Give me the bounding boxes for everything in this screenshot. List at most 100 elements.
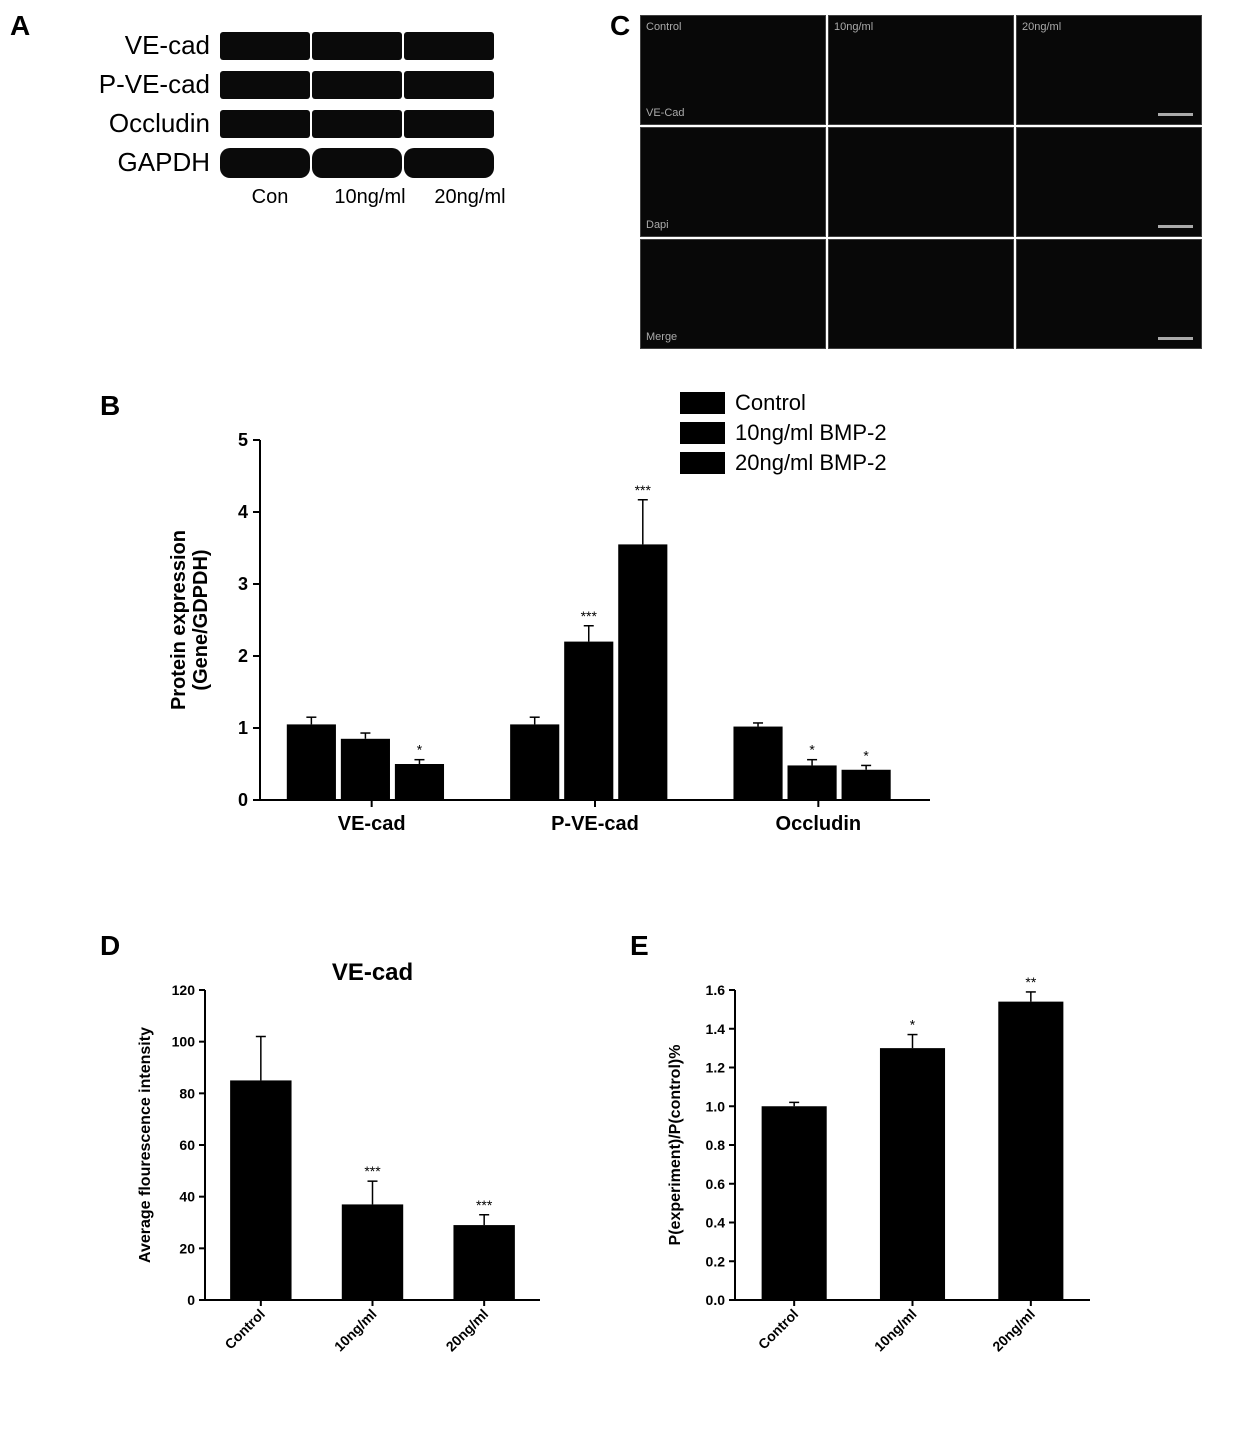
bar [618, 544, 667, 800]
svg-text:120: 120 [172, 982, 196, 998]
svg-text:*: * [863, 747, 869, 763]
svg-text:VE-cad: VE-cad [332, 959, 413, 986]
svg-text:*: * [809, 742, 815, 758]
microscopy-image: Dapi [640, 127, 826, 237]
blot-condition-label: 10ng/ml [330, 186, 410, 209]
svg-text:20ng/ml: 20ng/ml [989, 1306, 1038, 1355]
microscopy-row-label: Merge [646, 331, 677, 343]
blot-band [312, 32, 402, 60]
blot-row-label: GAPDH [75, 147, 220, 178]
microscopy-image [1016, 127, 1202, 237]
svg-text:100: 100 [172, 1034, 196, 1050]
microscopy-image [828, 239, 1014, 349]
fluorescence-intensity-chart: 0 20 40 60 80 100 120 Average flourescence inte… [130, 950, 560, 1390]
svg-text:3: 3 [238, 574, 248, 594]
blot-band [312, 110, 402, 138]
svg-text:10ng/ml: 10ng/ml [331, 1306, 380, 1355]
svg-text:1.2: 1.2 [706, 1060, 726, 1076]
bar [762, 1106, 827, 1300]
bar [341, 739, 390, 800]
bar [880, 1048, 945, 1300]
blot-band [220, 71, 310, 99]
svg-text:P(experiment)/P(control)%: P(experiment)/P(control)% [667, 1045, 684, 1246]
blot-band [404, 71, 494, 99]
blot-band [404, 110, 494, 138]
panel-b-label: B [100, 390, 120, 422]
western-blot-panel: VE-cad P-VE-cad Occludin GAPDH Con 10ng/ml 20… [75, 30, 510, 209]
panel-d-label: D [100, 930, 120, 962]
panel-a-label: A [10, 10, 30, 42]
legend-item: Control [680, 390, 887, 416]
bar [230, 1080, 291, 1300]
microscopy-image: Control VE-Cad [640, 15, 826, 125]
svg-text:**: ** [1025, 974, 1036, 990]
svg-text:0: 0 [187, 1292, 195, 1308]
svg-text:***: *** [476, 1197, 493, 1213]
blot-row: GAPDH [75, 147, 510, 178]
blot-row-label: P-VE-cad [75, 69, 220, 100]
svg-text:***: *** [581, 608, 598, 624]
bar [287, 724, 336, 800]
svg-text:Control: Control [221, 1306, 268, 1353]
panel-c-label: C [610, 10, 630, 42]
bar [998, 1002, 1063, 1300]
microscopy-col-label: 20ng/ml [1022, 21, 1061, 33]
blot-band [220, 148, 310, 178]
svg-text:0.6: 0.6 [706, 1176, 726, 1192]
svg-text:0.8: 0.8 [706, 1137, 726, 1153]
bar [788, 765, 837, 800]
legend-swatch [680, 392, 725, 414]
blot-condition-label: 20ng/ml [430, 186, 510, 209]
bar [510, 724, 559, 800]
svg-text:80: 80 [179, 1085, 195, 1101]
svg-text:P-VE-cad: P-VE-cad [551, 813, 639, 835]
microscopy-image: 10ng/ml [828, 15, 1014, 125]
blot-band [404, 32, 494, 60]
blot-row: VE-cad [75, 30, 510, 61]
svg-text:Occludin: Occludin [776, 813, 862, 835]
bar [453, 1225, 514, 1300]
svg-text:Control: Control [755, 1306, 802, 1353]
blot-band [312, 71, 402, 99]
blot-row: Occludin [75, 108, 510, 139]
microscopy-col-label: Control [646, 21, 681, 33]
svg-text:0.2: 0.2 [706, 1253, 726, 1269]
permeability-ratio-chart: 0.00.20.40.60.81.01.21.41.6P(experiment)… [660, 950, 1110, 1390]
microscopy-image: Merge [640, 239, 826, 349]
svg-text:5: 5 [238, 430, 248, 450]
svg-text:4: 4 [238, 502, 248, 522]
legend-label: Control [735, 390, 806, 416]
microscopy-image [828, 127, 1014, 237]
svg-text:*: * [417, 742, 423, 758]
svg-text:1.4: 1.4 [706, 1021, 726, 1037]
svg-text:VE-cad: VE-cad [338, 813, 406, 835]
bar [842, 770, 891, 800]
protein-expression-chart: 012345Protein expression(Gene/GDPDH)*VE-… [170, 420, 950, 850]
scale-bar [1158, 225, 1193, 228]
svg-text:Average flourescence intensity: Average flourescence intensity [137, 1027, 154, 1263]
svg-text:60: 60 [179, 1137, 195, 1153]
blot-row-label: VE-cad [75, 30, 220, 61]
blot-row-label: Occludin [75, 108, 220, 139]
blot-band [404, 148, 494, 178]
scale-bar [1158, 337, 1193, 340]
microscopy-image: 20ng/ml [1016, 15, 1202, 125]
svg-text:10ng/ml: 10ng/ml [871, 1306, 920, 1355]
microscopy-image [1016, 239, 1202, 349]
bar [564, 642, 613, 800]
svg-text:1: 1 [238, 718, 248, 738]
svg-text:40: 40 [179, 1189, 195, 1205]
blot-condition-label: Con [230, 186, 310, 209]
microscopy-row-label: VE-Cad [646, 107, 685, 119]
scale-bar [1158, 113, 1193, 116]
microscopy-grid: Control VE-Cad 10ng/ml 20ng/ml Dapi Merge [640, 15, 1202, 349]
svg-text:***: *** [635, 482, 652, 498]
blot-band [220, 32, 310, 60]
bar [342, 1204, 403, 1300]
svg-text:0: 0 [238, 790, 248, 810]
bar [395, 764, 444, 800]
svg-text:20: 20 [179, 1240, 195, 1256]
svg-text:1.0: 1.0 [706, 1098, 726, 1114]
bar [733, 727, 782, 800]
svg-text:1.6: 1.6 [706, 982, 726, 998]
